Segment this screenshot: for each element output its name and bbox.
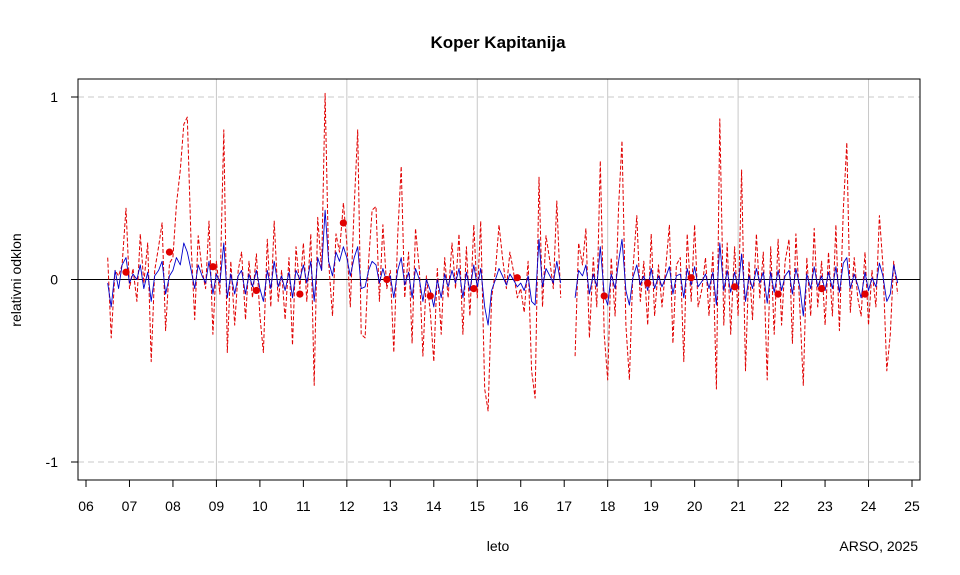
y-tick-label: 0 xyxy=(50,272,58,288)
annual-point xyxy=(513,274,521,282)
x-tick-label: 19 xyxy=(643,498,659,514)
annual-point xyxy=(383,275,391,284)
annual-point xyxy=(817,285,826,293)
x-axis-label: leto xyxy=(487,538,510,554)
annual-point xyxy=(600,292,608,300)
credit-label: ARSO, 2025 xyxy=(839,538,918,554)
smooth12-line xyxy=(107,209,562,326)
x-tick-label: 16 xyxy=(513,498,529,514)
annual-point xyxy=(426,292,434,300)
annual-point xyxy=(687,274,695,282)
x-tick-label: 25 xyxy=(904,498,920,514)
annual-point xyxy=(861,290,869,298)
annual-point xyxy=(296,290,304,298)
monthly-line xyxy=(574,118,899,390)
monthly-line xyxy=(107,92,562,412)
x-tick-label: 10 xyxy=(252,498,268,514)
x-tick-label: 15 xyxy=(469,498,485,514)
y-axis: 1 0 -1 xyxy=(46,89,79,470)
x-tick-label: 18 xyxy=(600,498,616,514)
annual-point xyxy=(470,285,478,293)
annual-point xyxy=(774,290,782,298)
x-tick-label: 13 xyxy=(383,498,399,514)
x-tick-label: 06 xyxy=(78,498,94,514)
x-tick-label: 12 xyxy=(339,498,355,514)
x-tick-label: 17 xyxy=(556,498,572,514)
x-tick-label: 09 xyxy=(209,498,225,514)
x-axis: 06 07 08 09 10 11 12 13 14 15 16 17 18 19 20 21 22 23 24 25 xyxy=(78,479,920,514)
series-layer xyxy=(107,92,899,412)
x-tick-label: 08 xyxy=(165,498,181,514)
y-axis-label: relativni odklon xyxy=(8,233,24,326)
x-tick-label: 11 xyxy=(296,498,311,514)
x-tick-label: 22 xyxy=(774,498,790,514)
annual-point xyxy=(644,279,652,287)
annual-point xyxy=(209,263,217,271)
annual-point xyxy=(339,219,347,227)
annual-point xyxy=(165,248,174,256)
x-tick-label: 21 xyxy=(730,498,746,514)
x-tick-label: 07 xyxy=(122,498,138,514)
annual-point xyxy=(731,283,739,291)
annual-point xyxy=(122,268,130,276)
y-tick-label: -1 xyxy=(46,454,59,470)
x-tick-label: 23 xyxy=(817,498,833,514)
x-tick-label: 20 xyxy=(687,498,703,514)
x-tick-label: 14 xyxy=(426,498,442,514)
chart-title: Koper Kapitanija xyxy=(430,33,566,52)
annual-point xyxy=(252,286,261,295)
x-tick-label: 24 xyxy=(861,498,877,514)
smooth12-line xyxy=(574,238,899,317)
y-tick-label: 1 xyxy=(50,89,58,105)
